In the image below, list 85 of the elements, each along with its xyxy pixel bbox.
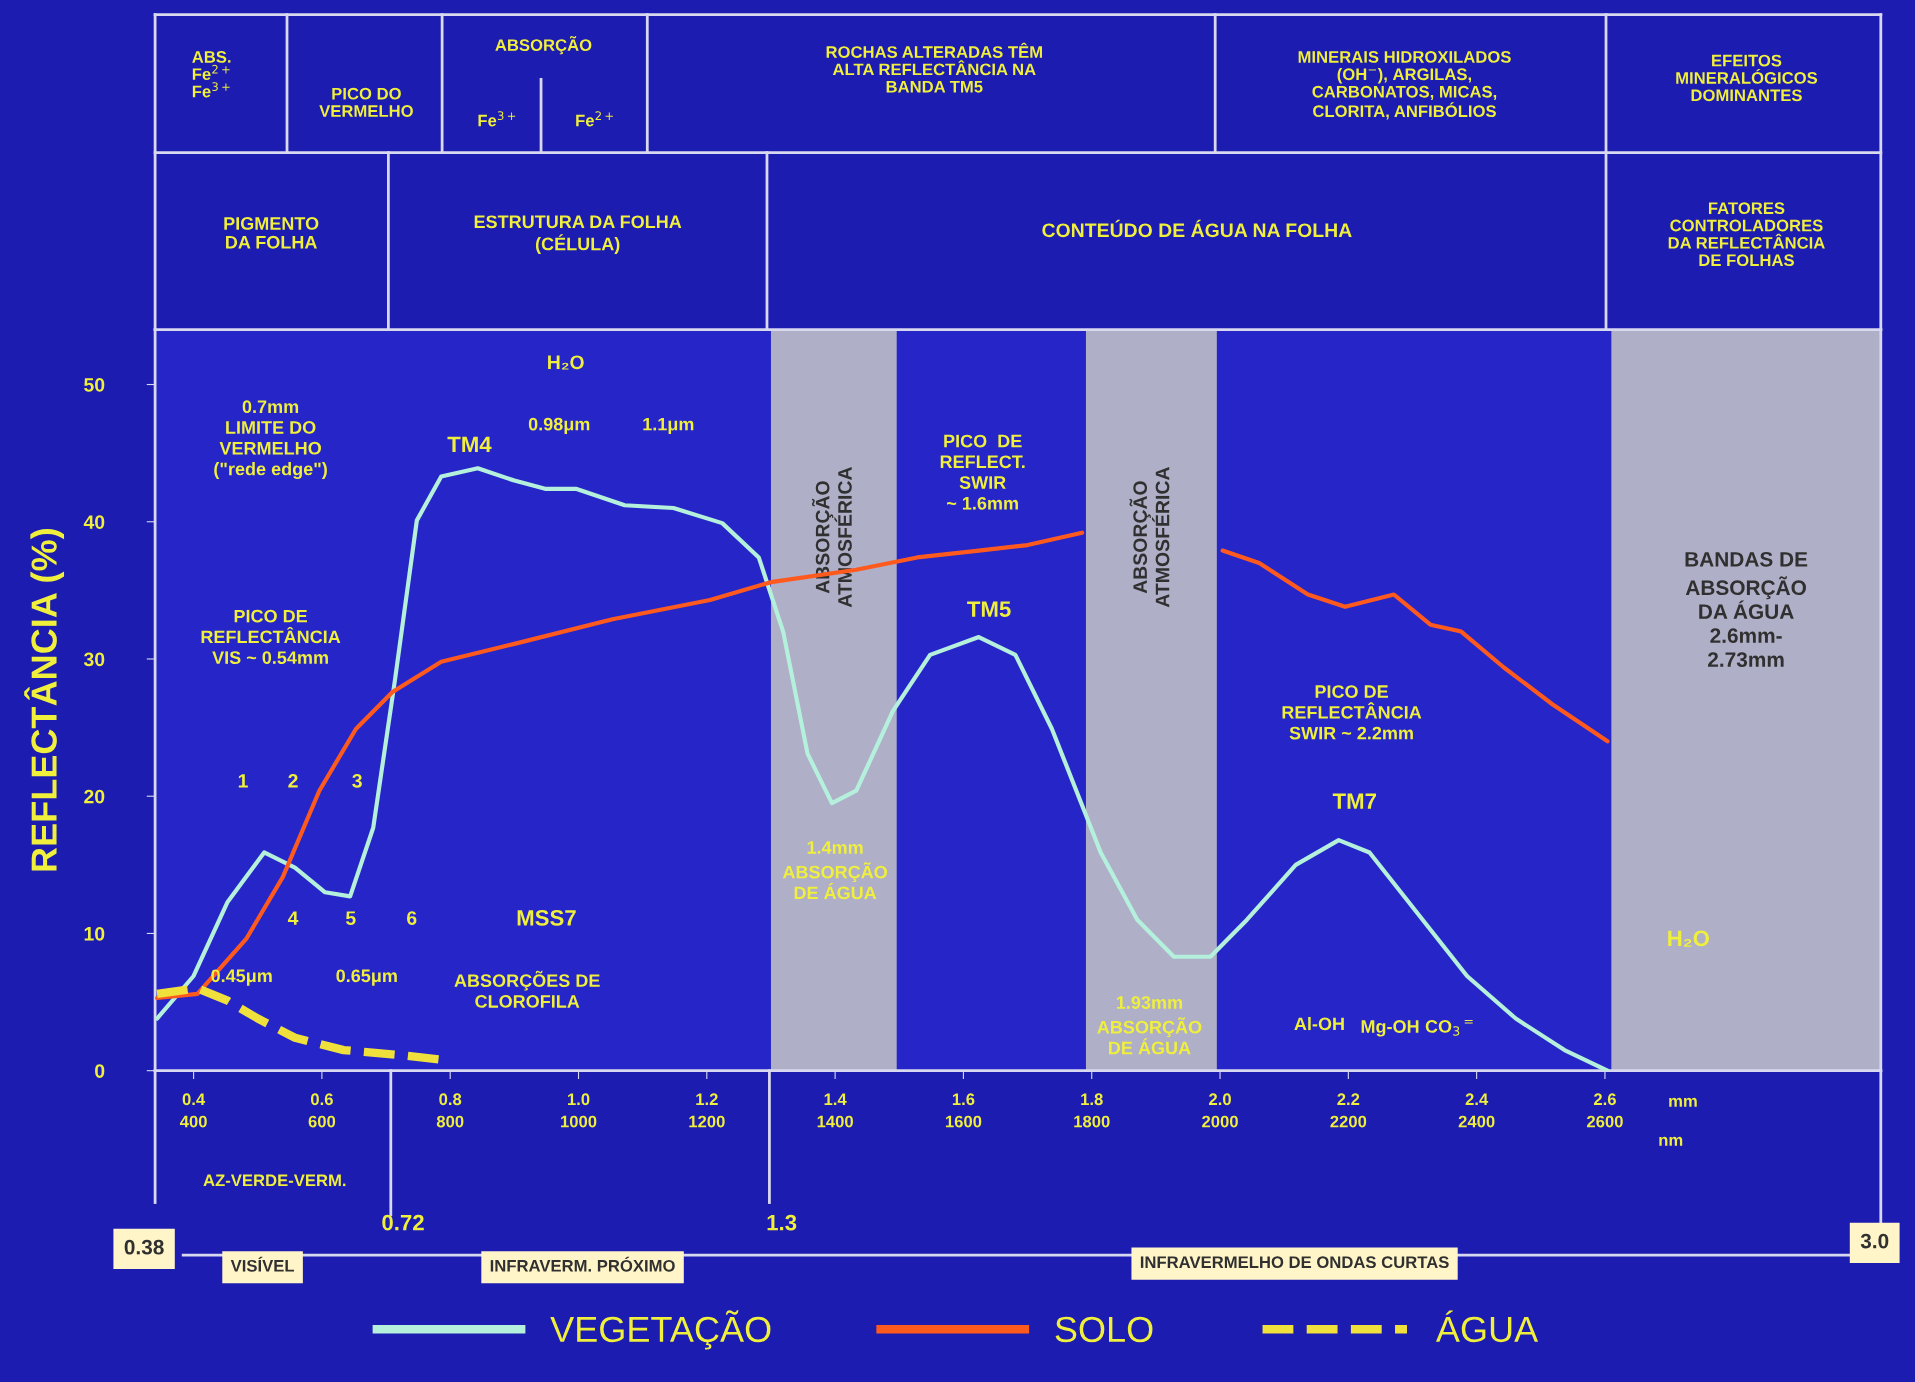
x-tick-label: 1.8 (1081, 1093, 1103, 1106)
annotation: H₂O (1668, 930, 1710, 947)
x-tick-label: 2.2 (1337, 1093, 1360, 1105)
x-tick-label: 1.4 (824, 1093, 847, 1105)
x-tick-label: 0.4 (182, 1093, 206, 1106)
annotation: 0.65μm (336, 969, 397, 986)
band-label: ABSORÇÃO ATMOSFÉRICA (1129, 467, 1170, 608)
annotation: TM7 (1332, 793, 1376, 809)
y-axis-title: REFLECTÂNCIA (%) (24, 529, 65, 871)
annotation: Al-OH (1294, 1016, 1344, 1031)
text: PICO DO VERMELHO (319, 87, 413, 117)
legend-label: ÁGUA (1435, 1310, 1539, 1343)
text: Fe$^{2+}$ (576, 111, 613, 127)
text: 0.38 (124, 1239, 164, 1255)
x2-tick-label: 2400 (1458, 1115, 1495, 1128)
x-tick-label: 1.2 (696, 1093, 718, 1105)
x-tick-label: 0.6 (310, 1093, 333, 1106)
x2-tick-label: 1800 (1074, 1115, 1110, 1128)
x2-tick-label: 1400 (817, 1115, 853, 1128)
text: EFEITOS MINERALÓGICOS DOMINANTES (1676, 54, 1818, 102)
annotation: PICO DE REFLECTÂNCIA VIS ~ 0.54mm (201, 609, 341, 665)
x2-tick-label: 600 (308, 1115, 336, 1128)
x2-tick-label: 400 (179, 1115, 207, 1128)
x2-tick-label: 2600 (1586, 1115, 1623, 1128)
legend-label: VEGETAÇÃO (550, 1310, 771, 1350)
x2-tick-label: 1600 (945, 1115, 982, 1128)
annotation: TM4 (447, 436, 492, 453)
annotation: PICO DE REFLECT. SWIR ~ 1.6mm (940, 434, 1025, 510)
text: Fe$^{3+}$ (478, 111, 516, 127)
annotation: ABSORÇÕES DE CLOROFILA (454, 970, 600, 1008)
y-tick-label: 10 (84, 926, 105, 941)
band-label: ABSORÇÃO ATMOSFÉRICA (811, 467, 852, 608)
x2-tick-label: 2200 (1330, 1115, 1367, 1128)
text: ABS. Fe$^{2+}$ Fe$^{3+}$ (192, 51, 231, 98)
annotation: 2 (288, 773, 298, 788)
text: mm (1669, 1097, 1697, 1107)
text: 0.72 (382, 1214, 424, 1231)
text: INFRAVERM. PRÓXIMO (490, 1256, 675, 1272)
annotation: 5 (345, 911, 356, 925)
band-label: BANDAS DE ABSORÇÃO DA ÁGUA 2.6mm- 2.73mm (1685, 551, 1808, 667)
text: INFRAVERMELHO DE ONDAS CURTAS (1140, 1256, 1449, 1269)
text: MINERAIS HIDROXILADOS (OH$^{−}$), ARGILAS, CARBONATOS, MICAS, CLORITA, ANFIBÓLIOS (1298, 50, 1511, 120)
x2-tick-label: 800 (436, 1115, 464, 1128)
annotation: Mg-OH (1361, 1020, 1419, 1037)
y-tick-label: 0 (95, 1064, 105, 1078)
x-tick-label: 1.0 (567, 1093, 590, 1106)
x-tick-label: 2.4 (1465, 1093, 1489, 1105)
text: ABSORÇÃO (495, 36, 592, 55)
annotation: 6 (407, 911, 417, 925)
y-tick-label: 50 (84, 377, 105, 392)
text: AZ-VERDE-VERM. (203, 1174, 346, 1187)
annotation: 3 (352, 773, 362, 788)
x2-tick-label: 2000 (1202, 1115, 1238, 1128)
text: 1.3 (767, 1214, 797, 1231)
x2-tick-label: 1200 (689, 1115, 725, 1128)
annotation: 1.4mm ABSORÇÃO DE ÁGUA (782, 841, 888, 900)
annotation: TM5 (967, 601, 1011, 617)
text: PIGMENTO DA FOLHA (224, 217, 319, 249)
y-tick-label: 30 (83, 652, 105, 667)
y-tick-label: 20 (84, 789, 105, 804)
annotation: 1.93mm ABSORÇÃO DE ÁGUA (1097, 996, 1202, 1055)
text: CONTEÚDO DE ÁGUA NA FOLHA (1042, 219, 1352, 238)
annotation: MSS7 (517, 909, 576, 926)
legend-label: SOLO (1055, 1316, 1153, 1343)
annotation: 4 (287, 911, 299, 925)
annotation: 0.7mm LIMITE DO VERMELHO ("rede edge") (214, 400, 327, 479)
x-tick-label: 0.8 (439, 1093, 462, 1106)
text: VISÍVEL (230, 1256, 295, 1272)
annotation: H₂O (548, 355, 584, 370)
x-tick-label: 2.0 (1209, 1093, 1231, 1106)
annotation: 1 (238, 774, 248, 788)
y-tick-label: 40 (83, 515, 105, 529)
text: ESTRUTURA DA FOLHA (CÉLULA) (474, 215, 682, 254)
annotation: 0.98μm (528, 417, 590, 435)
annotation: PICO DE REFLECTÂNCIA SWIR ~ 2.2mm (1282, 685, 1422, 740)
annotation: 1.1μm (643, 417, 694, 435)
text: FATORES CONTROLADORES DA REFLECTÂNCIA DE FOLHAS (1668, 202, 1825, 267)
x-tick-label: 2.6 (1593, 1093, 1616, 1106)
annotation: 0.45μm (211, 969, 272, 986)
text: ROCHAS ALTERADAS TÊM ALTA REFLECTÂNCIA NA BANDA TM5 (826, 42, 1042, 93)
x-tick-label: 1.6 (952, 1093, 975, 1106)
text: nm (1659, 1136, 1683, 1146)
x2-tick-label: 1000 (561, 1115, 597, 1128)
text: 3.0 (1860, 1233, 1889, 1249)
annotation: CO$_{3}$$^{=}$ (1425, 1019, 1473, 1036)
